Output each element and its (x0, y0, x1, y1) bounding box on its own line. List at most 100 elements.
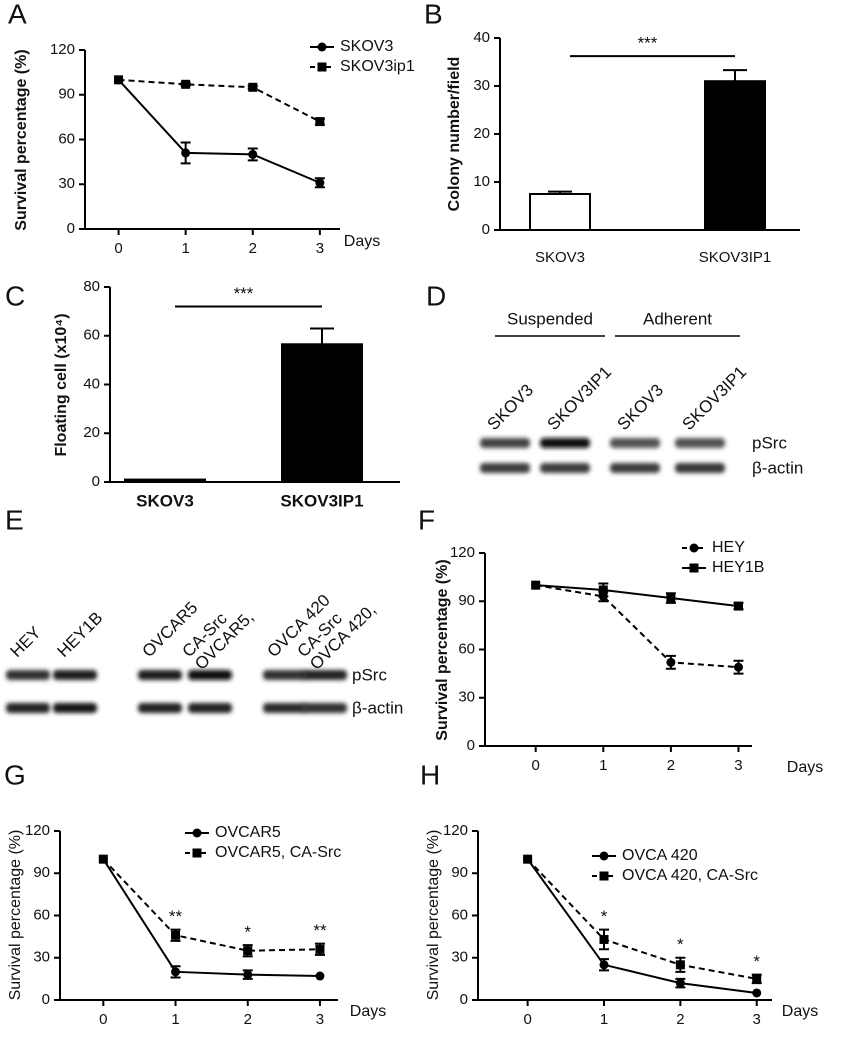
x-tick-label: 0 (532, 757, 540, 774)
data-point (171, 930, 181, 940)
blot-band (263, 670, 307, 680)
bar (124, 478, 206, 483)
lane-label: SKOV3IP1 (544, 362, 616, 434)
y-tick-label: 120 (443, 822, 468, 839)
x-tick-label: SKOV3IP1 (280, 491, 363, 510)
error-bar (723, 69, 747, 82)
y-tick-label: 30 (473, 77, 490, 94)
legend-marker (192, 848, 202, 858)
blot-group-label: Suspended (507, 309, 593, 328)
significance-label: * (753, 952, 760, 971)
data-point (243, 946, 253, 956)
series-line (535, 584, 739, 669)
y-tick-label: 40 (473, 29, 490, 46)
y-tick-label: 90 (451, 864, 468, 881)
panel-letter: A (8, 0, 27, 29)
x-tick-label: 0 (99, 1011, 107, 1028)
x-axis-label: Days (344, 233, 380, 250)
blot-band (480, 438, 530, 448)
y-tick-label: 90 (458, 592, 475, 609)
data-point (675, 978, 685, 988)
blot-band (610, 438, 660, 448)
y-tick-label: 80 (83, 278, 100, 295)
significance-label: ** (313, 921, 327, 940)
data-point (98, 854, 108, 864)
y-tick-label: 120 (50, 41, 75, 58)
y-tick-label: 40 (83, 375, 100, 392)
significance-label: * (677, 935, 684, 954)
x-tick-label: 1 (599, 757, 607, 774)
x-tick-label: SKOV3IP1 (699, 249, 772, 266)
series-line (102, 858, 320, 978)
data-point (599, 960, 609, 970)
y-tick-label: 0 (42, 991, 50, 1008)
lane-label: HEY1B (54, 608, 107, 661)
x-tick-label: 3 (753, 1011, 761, 1028)
x-tick-label: 0 (114, 240, 122, 257)
band-label: β-actin (352, 698, 403, 717)
y-tick-label: 30 (451, 949, 468, 966)
blot-band (540, 463, 590, 473)
x-axis-label: Days (782, 1003, 818, 1020)
y-tick-label: 60 (83, 327, 100, 344)
legend-marker (689, 563, 699, 573)
legend-label: OVCAR5, CA-Src (215, 844, 341, 861)
data-point (666, 593, 676, 603)
blot-band (303, 670, 347, 680)
panel-letter: H (420, 759, 440, 790)
bar (529, 193, 591, 231)
data-point (243, 970, 253, 980)
data-point (752, 988, 762, 998)
data-point (666, 657, 676, 667)
blot-band (540, 438, 590, 448)
y-tick-label: 30 (58, 175, 75, 192)
panel-letter: B (424, 0, 443, 29)
data-point (181, 148, 191, 158)
blot-band (53, 703, 97, 713)
y-axis-label: Colony number/field (446, 57, 463, 212)
significance-label: *** (234, 284, 254, 303)
legend-label: SKOV3 (340, 38, 393, 55)
data-point (248, 82, 258, 92)
x-axis-label: Days (350, 1003, 386, 1020)
blot-band (138, 703, 182, 713)
legend-label: HEY (712, 539, 745, 556)
band-label: pSrc (352, 665, 387, 684)
data-point (315, 178, 325, 188)
blot-band (480, 463, 530, 473)
y-tick-label: 120 (25, 822, 50, 839)
x-tick-label: 2 (249, 240, 257, 257)
band-label: pSrc (752, 433, 787, 452)
legend-marker (192, 828, 202, 838)
legend-label: OVCAR5 (215, 824, 281, 841)
error-bar (310, 327, 334, 345)
band-label: β-actin (752, 458, 803, 477)
y-tick-label: 60 (33, 906, 50, 923)
y-tick-label: 10 (473, 173, 490, 190)
y-axis-label: Floating cell (x10⁴) (53, 313, 70, 456)
data-point (598, 585, 608, 595)
legend-label: SKOV3ip1 (340, 58, 415, 75)
y-tick-label: 0 (460, 991, 468, 1008)
blot-band (188, 670, 232, 680)
y-tick-label: 60 (451, 906, 468, 923)
x-tick-label: 3 (734, 757, 742, 774)
y-tick-label: 20 (473, 125, 490, 142)
data-point (315, 117, 325, 127)
y-tick-label: 90 (58, 86, 75, 103)
legend-label: OVCA 420 (622, 847, 698, 864)
data-point (248, 149, 258, 159)
x-tick-label: 3 (316, 240, 324, 257)
y-axis-label: Survival percentage (%) (13, 49, 30, 230)
blot-band (6, 670, 50, 680)
lane-label: SKOV3 (484, 380, 538, 434)
significance-label: * (244, 923, 251, 942)
data-point (675, 960, 685, 970)
series-line (526, 858, 757, 980)
y-tick-label: 0 (92, 473, 100, 490)
panel-letter: C (5, 280, 25, 311)
blot-band (6, 703, 50, 713)
blot-band (303, 703, 347, 713)
x-tick-label: 2 (667, 757, 675, 774)
